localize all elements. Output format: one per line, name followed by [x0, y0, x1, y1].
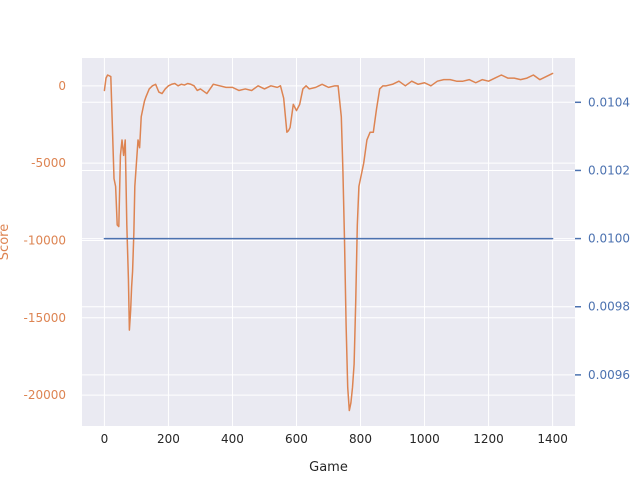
x-tick-label: 1400: [537, 432, 568, 446]
plot-background: [82, 58, 575, 426]
right-y-tick-label: 0.0100: [588, 232, 630, 246]
left-y-tick-label: -15000: [23, 311, 66, 325]
x-tick-label: 1200: [473, 432, 504, 446]
left-y-tick-label: 0: [58, 79, 66, 93]
right-y-tick-label: 0.0096: [588, 368, 630, 382]
left-y-tick-label: -10000: [23, 233, 66, 247]
grid: [82, 58, 575, 426]
right-y-tick-label: 0.0098: [588, 300, 630, 314]
left-y-axis: 0 -5000 -10000 -15000 -20000: [23, 79, 66, 402]
x-tick-label: 1000: [409, 432, 440, 446]
score-series-line: [103, 72, 554, 412]
x-tick-label: 800: [349, 432, 372, 446]
left-y-tick-label: -20000: [23, 388, 66, 402]
x-tick-label: 0: [101, 432, 109, 446]
right-y-axis: 0.0096 0.0098 0.0100 0.0102 0.0104: [575, 95, 630, 382]
x-tick-label: 400: [221, 432, 244, 446]
series-layer: [103, 72, 554, 412]
x-axis: 0 200 400 600 800 1000 1200 1400: [101, 432, 568, 446]
x-tick-label: 600: [285, 432, 308, 446]
left-y-axis-title: Score: [0, 224, 12, 260]
right-y-tick-label: 0.0104: [588, 95, 630, 109]
x-tick-label: 200: [157, 432, 180, 446]
right-y-tick-label: 0.0102: [588, 163, 630, 177]
x-axis-title: Game: [309, 460, 348, 475]
left-y-tick-label: -5000: [31, 156, 66, 170]
